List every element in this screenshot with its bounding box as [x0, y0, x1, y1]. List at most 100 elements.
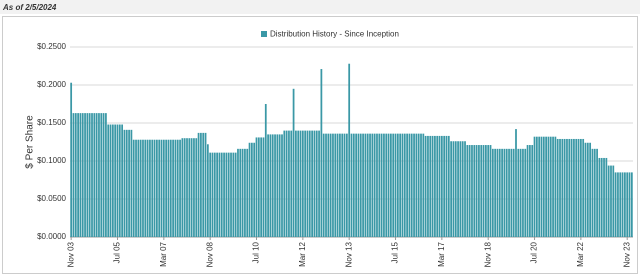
bar	[125, 129, 128, 237]
bar	[526, 145, 529, 237]
bar	[480, 145, 483, 237]
bar	[281, 134, 283, 237]
bar	[339, 133, 341, 237]
x-tick-label: Nov 03	[66, 241, 75, 267]
bar	[260, 137, 263, 237]
bar	[114, 124, 117, 237]
bar	[399, 133, 402, 237]
bar	[471, 145, 473, 237]
bar	[603, 157, 605, 237]
x-tick-label: Jul 10	[252, 241, 261, 263]
bar	[538, 136, 541, 237]
bar	[589, 142, 592, 237]
bar	[274, 134, 276, 237]
bar	[570, 138, 573, 237]
y-tick-label: $0.0500	[37, 194, 66, 203]
bar	[239, 148, 242, 237]
bar	[431, 135, 434, 237]
x-tick-label: Mar 12	[298, 241, 307, 266]
bar	[436, 135, 439, 237]
y-tick-label: $0.1000	[37, 156, 66, 165]
bar	[250, 142, 253, 237]
bar	[408, 133, 411, 237]
bar	[107, 124, 110, 237]
bar	[253, 142, 256, 237]
bar	[366, 133, 369, 237]
bar	[593, 148, 596, 237]
bar	[535, 136, 538, 237]
bar	[93, 113, 96, 237]
bar	[102, 113, 105, 237]
y-tick-label: $0.0000	[37, 232, 66, 241]
bar	[162, 139, 165, 237]
bar	[341, 133, 344, 237]
bar	[529, 145, 531, 237]
bar	[440, 135, 443, 237]
bar	[304, 130, 307, 237]
bar	[88, 113, 91, 237]
bar	[292, 88, 295, 237]
y-axis-title: $ Per Share	[25, 115, 36, 169]
bar	[487, 145, 490, 237]
bar	[612, 165, 615, 237]
y-tick-label: $0.2000	[37, 80, 66, 89]
bar	[315, 130, 318, 237]
bar	[461, 141, 464, 237]
bar	[619, 172, 622, 237]
bar	[234, 152, 237, 237]
bar	[98, 113, 100, 237]
bar	[582, 138, 585, 237]
bar	[79, 113, 82, 237]
bar	[387, 133, 390, 237]
bar	[549, 136, 552, 237]
bar	[202, 132, 205, 237]
bar	[213, 152, 216, 237]
bar	[542, 136, 545, 237]
bar	[424, 135, 427, 237]
bar	[72, 113, 75, 237]
bar	[176, 139, 179, 237]
bar	[559, 138, 561, 237]
bar	[415, 133, 418, 237]
bar	[508, 148, 510, 237]
bar	[362, 133, 364, 237]
bar	[262, 137, 265, 237]
bar	[264, 104, 267, 237]
bar	[297, 130, 300, 237]
bar	[74, 113, 77, 237]
bar	[484, 145, 487, 237]
bar	[554, 136, 557, 237]
bar	[519, 148, 522, 237]
bar	[139, 139, 142, 237]
bar	[248, 142, 251, 237]
bar	[510, 148, 513, 237]
bar	[116, 124, 119, 237]
bar	[121, 124, 124, 237]
bar	[596, 148, 598, 237]
bar	[605, 157, 608, 237]
bar	[237, 148, 239, 237]
bar	[322, 133, 325, 237]
bar	[334, 133, 337, 237]
bar	[193, 138, 195, 237]
bar	[406, 133, 408, 237]
as-of-note: As of 2/5/2024	[2, 3, 57, 12]
bar	[443, 135, 446, 237]
x-tick-label: Nov 23	[622, 241, 631, 267]
bar	[468, 145, 471, 237]
bar	[457, 141, 459, 237]
bar	[246, 148, 249, 237]
bar	[466, 145, 469, 237]
bar	[524, 148, 527, 237]
bar	[209, 152, 212, 237]
bar	[130, 129, 133, 237]
bar	[329, 133, 332, 237]
bar	[561, 138, 564, 237]
bar	[450, 141, 453, 237]
bar	[610, 165, 612, 237]
bar	[396, 133, 399, 237]
bar	[540, 136, 543, 237]
bar	[628, 172, 631, 237]
bar	[376, 133, 378, 237]
y-tick-label: $0.1500	[37, 118, 66, 127]
